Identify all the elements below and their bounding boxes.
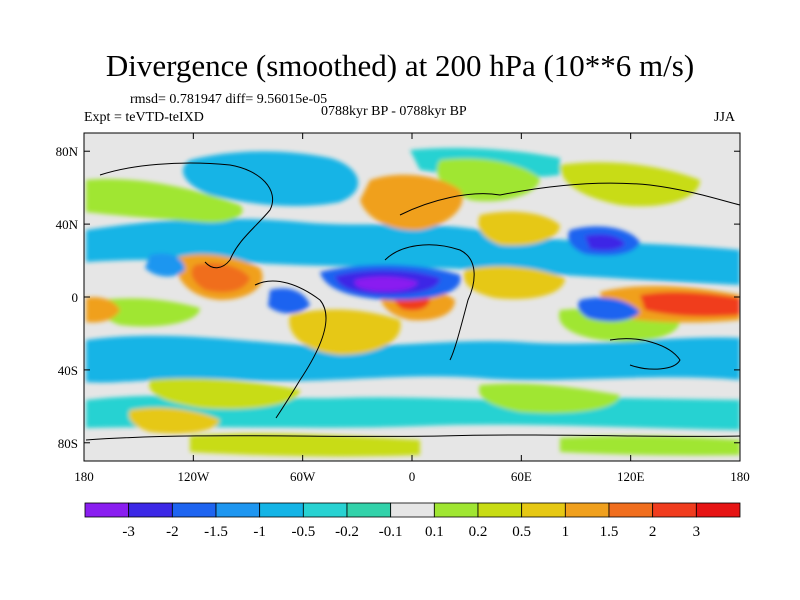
colorbar-label: -3 <box>122 524 135 540</box>
lat-tick-label: 40S <box>58 363 78 378</box>
colorbar-label: -0.1 <box>379 524 403 540</box>
colorbar-label: -1.5 <box>204 524 228 540</box>
colorbar-swatch <box>84 502 130 518</box>
colorbar-swatch <box>608 502 654 518</box>
colorbar-swatch <box>171 502 217 518</box>
coastlines <box>85 162 740 441</box>
colorbar-swatch <box>564 502 610 518</box>
colorbar-label: 0.5 <box>512 524 531 540</box>
colorbar-swatch <box>302 502 348 518</box>
colorbar-swatch <box>433 502 479 518</box>
colorbar: -3 -2 -1.5 -1 -0.5 -0.2 -0.1 0.1 0.2 0.5 1 1.5 2 3 <box>84 502 741 540</box>
colorbar-label: 3 <box>693 524 701 540</box>
colorbar-label: -2 <box>166 524 179 540</box>
lat-tick-label: 0 <box>72 290 79 305</box>
colorbar-label: 0.2 <box>469 524 488 540</box>
colorbar-label: 1.5 <box>600 524 619 540</box>
colorbar-label: 0.1 <box>425 524 444 540</box>
colorbar-swatch <box>128 502 173 518</box>
colorbar-swatch <box>215 502 261 518</box>
lon-tick-label: 0 <box>409 469 416 484</box>
lat-tick-label: 80N <box>56 144 79 159</box>
colorbar-swatch <box>695 502 741 518</box>
colorbar-label: -0.5 <box>291 524 315 540</box>
colorbar-swatch <box>346 502 392 518</box>
lon-tick-label: 120E <box>617 469 645 484</box>
lon-tick-label: 60W <box>290 469 316 484</box>
colorbar-swatch <box>390 502 435 518</box>
lon-tick-label: 180 <box>74 469 94 484</box>
season-label: JJA <box>714 110 736 125</box>
colorbar-label: 1 <box>562 524 570 540</box>
lon-tick-label: 120W <box>177 469 210 484</box>
colorbar-swatch <box>652 502 697 518</box>
colorbar-label: -1 <box>253 524 266 540</box>
lon-tick-label: 60E <box>511 469 532 484</box>
colorbar-swatch <box>259 502 304 518</box>
colorbar-swatch <box>477 502 523 518</box>
map-axes: 180 120W 60W 0 60E 120E 180 80N 40N 0 40S 80S <box>56 133 750 484</box>
colorbar-label: 2 <box>649 524 657 540</box>
colorbar-swatch <box>521 502 566 518</box>
lat-tick-label: 40N <box>56 217 79 232</box>
experiment-label: Expt = teVTD-teIXD <box>84 110 204 125</box>
map-title: Divergence (smoothed) at 200 hPa (10**6 … <box>105 48 695 83</box>
lon-tick-label: 180 <box>730 469 750 484</box>
lat-tick-label: 80S <box>58 436 78 451</box>
colorbar-label: -0.2 <box>335 524 359 540</box>
period-label: 0788kyr BP - 0788kyr BP <box>321 104 467 119</box>
stats-label: rmsd= 0.781947 diff= 9.56015e-05 <box>130 92 328 107</box>
